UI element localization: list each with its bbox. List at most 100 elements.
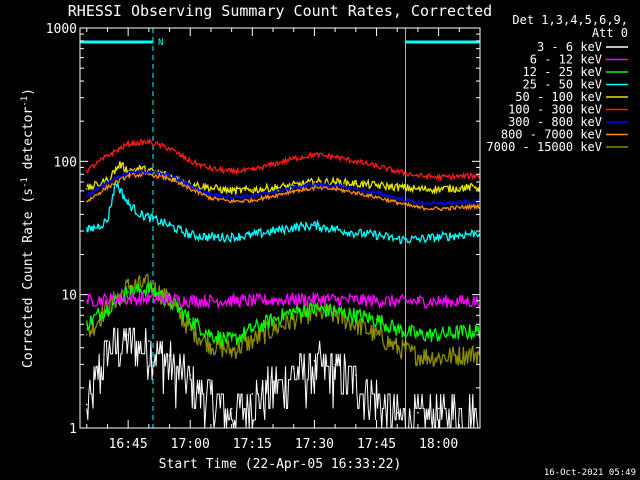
x-tick-label: 17:00	[171, 437, 210, 452]
data-point	[334, 181, 336, 183]
data-point	[355, 160, 357, 163]
data-point	[189, 374, 192, 376]
data-point	[437, 188, 440, 190]
data-point	[437, 334, 440, 336]
data-point	[98, 224, 100, 227]
data-point	[396, 201, 399, 204]
series-0	[85, 327, 480, 428]
series-line-0	[86, 327, 480, 428]
data-point	[375, 165, 378, 167]
data-point	[334, 298, 336, 301]
data-point	[251, 299, 254, 302]
data-point	[375, 184, 378, 187]
data-point	[355, 374, 357, 376]
legend-label-1: 6 - 12 keV	[530, 53, 602, 67]
data-point	[355, 182, 357, 185]
data-point	[148, 340, 150, 342]
legend-label-2: 12 - 25 keV	[523, 65, 602, 79]
data-point	[139, 213, 142, 216]
data-point	[85, 200, 88, 203]
series-line-4	[86, 161, 480, 196]
y-axis-label: Corrected Count Rate (s-1 detector-1)	[20, 88, 36, 368]
data-point	[189, 328, 192, 331]
data-point	[127, 298, 129, 300]
data-point	[396, 300, 399, 303]
data-point	[85, 230, 88, 232]
data-point	[313, 183, 316, 186]
data-point	[355, 314, 357, 317]
data-point	[417, 206, 419, 209]
data-point	[251, 195, 254, 197]
data-point	[210, 197, 212, 199]
data-point	[210, 334, 212, 336]
data-point	[189, 184, 192, 187]
data-point	[106, 306, 109, 309]
data-point	[313, 298, 316, 300]
data-point	[313, 153, 316, 156]
legend-label-5: 100 - 300 keV	[508, 103, 602, 117]
data-point	[168, 177, 171, 180]
data-point	[272, 195, 274, 197]
data-point	[210, 236, 212, 238]
data-point	[458, 187, 461, 189]
data-point	[475, 232, 477, 234]
data-point	[396, 238, 399, 241]
data-point	[437, 300, 440, 303]
legend-label-4: 50 - 100 keV	[515, 90, 602, 104]
data-point	[396, 328, 399, 331]
data-point	[375, 318, 378, 321]
data-point	[375, 299, 378, 302]
data-point	[251, 393, 254, 395]
y-tick-label: 1000	[46, 22, 77, 37]
data-point	[396, 197, 399, 199]
data-point	[417, 354, 419, 357]
data-point	[272, 381, 274, 384]
series-5	[85, 138, 480, 183]
data-point	[148, 298, 150, 300]
data-point	[417, 334, 419, 336]
data-point	[292, 157, 295, 160]
data-point	[355, 188, 357, 190]
data-point	[251, 234, 254, 236]
data-point	[127, 334, 129, 336]
legend-attenuator: Att 0	[592, 26, 628, 40]
data-point	[230, 299, 233, 302]
plot-frame	[79, 27, 481, 429]
data-point	[230, 196, 233, 198]
data-point	[355, 299, 357, 301]
data-point	[313, 187, 316, 189]
data-point	[396, 412, 399, 414]
data-point	[334, 184, 336, 187]
data-point	[251, 199, 254, 202]
data-point	[230, 200, 233, 203]
data-point	[251, 328, 254, 331]
data-point	[396, 186, 399, 188]
data-point	[458, 234, 461, 236]
data-point	[292, 298, 295, 301]
data-point	[230, 407, 233, 410]
data-point	[127, 291, 129, 293]
data-point	[334, 310, 336, 313]
data-point	[417, 201, 419, 204]
data-point	[106, 340, 109, 342]
data-point	[85, 169, 88, 172]
data-point	[355, 232, 357, 234]
y-tick-label: 10	[61, 289, 77, 304]
data-point	[272, 163, 274, 166]
data-point	[475, 186, 477, 188]
data-point	[437, 407, 440, 410]
legend-label-7: 800 - 7000 keV	[501, 128, 602, 142]
series-line-7	[86, 171, 480, 212]
data-point	[139, 167, 142, 170]
legend-label-6: 300 - 800 keV	[508, 115, 602, 129]
data-point	[334, 188, 336, 190]
data-point	[106, 219, 109, 222]
data-point	[292, 367, 295, 370]
data-point	[127, 174, 129, 177]
data-point	[417, 300, 419, 303]
data-point	[168, 354, 171, 357]
data-point	[417, 238, 419, 241]
data-point	[417, 412, 419, 414]
